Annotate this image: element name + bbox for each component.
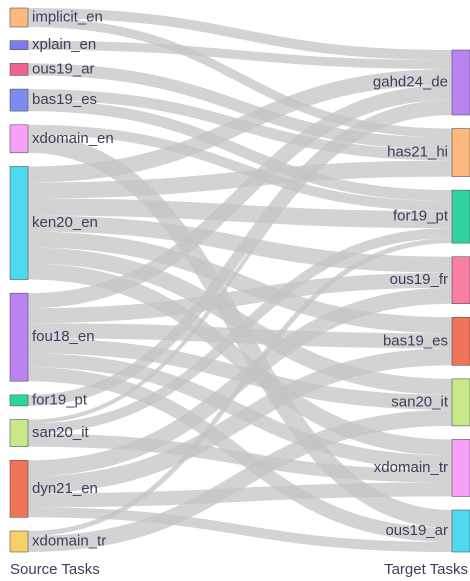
target-node-label: gahd24_de	[373, 73, 448, 90]
source-node	[9, 88, 29, 112]
source-node-label: ous19_ar	[32, 60, 95, 77]
nodes: implicit_enxplain_enous19_arbas19_esxdom…	[9, 7, 470, 553]
source-node	[9, 7, 29, 28]
link	[27, 238, 453, 536]
link	[27, 433, 453, 483]
target-node	[451, 316, 470, 366]
link	[27, 228, 453, 434]
source-node	[9, 530, 29, 553]
link	[27, 287, 453, 477]
source-node-label: fou18_en	[32, 328, 95, 345]
target-node	[451, 509, 470, 553]
link	[27, 272, 453, 324]
link	[27, 409, 453, 552]
target-node	[451, 378, 470, 427]
link	[27, 63, 453, 150]
source-node-label: san20_it	[32, 424, 90, 441]
link	[27, 69, 453, 183]
target-node-label: ous19_ar	[385, 522, 448, 539]
target-node	[451, 49, 470, 116]
links	[27, 8, 453, 552]
target-node	[451, 439, 470, 497]
source-node-label: xdomain_en	[32, 130, 114, 147]
source-node	[9, 63, 29, 76]
source-node	[9, 124, 29, 154]
link	[27, 482, 453, 508]
source-node-label: for19_pt	[32, 391, 88, 408]
source-node-label: xdomain_tr	[32, 532, 106, 549]
target-node	[451, 189, 470, 244]
source-node-label: xplain_en	[32, 36, 96, 53]
source-node	[9, 459, 29, 518]
link	[27, 40, 453, 69]
source-node	[9, 394, 29, 407]
target-node-label: ous19_fr	[390, 271, 448, 288]
target-axis-label: Target Tasks	[384, 561, 468, 578]
target-node-label: for19_pt	[393, 208, 449, 225]
source-node	[9, 419, 29, 447]
source-node	[9, 292, 29, 382]
source-node-label: bas19_es	[32, 91, 97, 108]
source-axis-label: Source Tasks	[10, 561, 100, 578]
target-node-label: bas19_es	[383, 332, 448, 349]
source-node	[9, 166, 29, 280]
source-node-label: ken20_en	[32, 214, 98, 231]
link	[27, 247, 453, 395]
link	[27, 8, 453, 60]
link	[27, 198, 453, 229]
link	[27, 100, 453, 202]
link	[27, 507, 453, 552]
link	[27, 231, 453, 334]
link	[27, 124, 453, 212]
target-node	[451, 128, 470, 177]
target-node-label: xdomain_tr	[374, 459, 448, 476]
link	[27, 85, 453, 309]
link	[27, 100, 453, 406]
target-node-label: has21_hi	[387, 144, 448, 161]
source-node-label: implicit_en	[32, 8, 103, 25]
source-node	[9, 40, 29, 51]
link	[27, 263, 453, 456]
target-node-label: san20_it	[391, 393, 449, 410]
link	[27, 348, 453, 494]
source-node-label: dyn21_en	[32, 480, 98, 497]
link	[27, 111, 453, 424]
link	[27, 160, 453, 199]
target-node	[451, 256, 470, 305]
